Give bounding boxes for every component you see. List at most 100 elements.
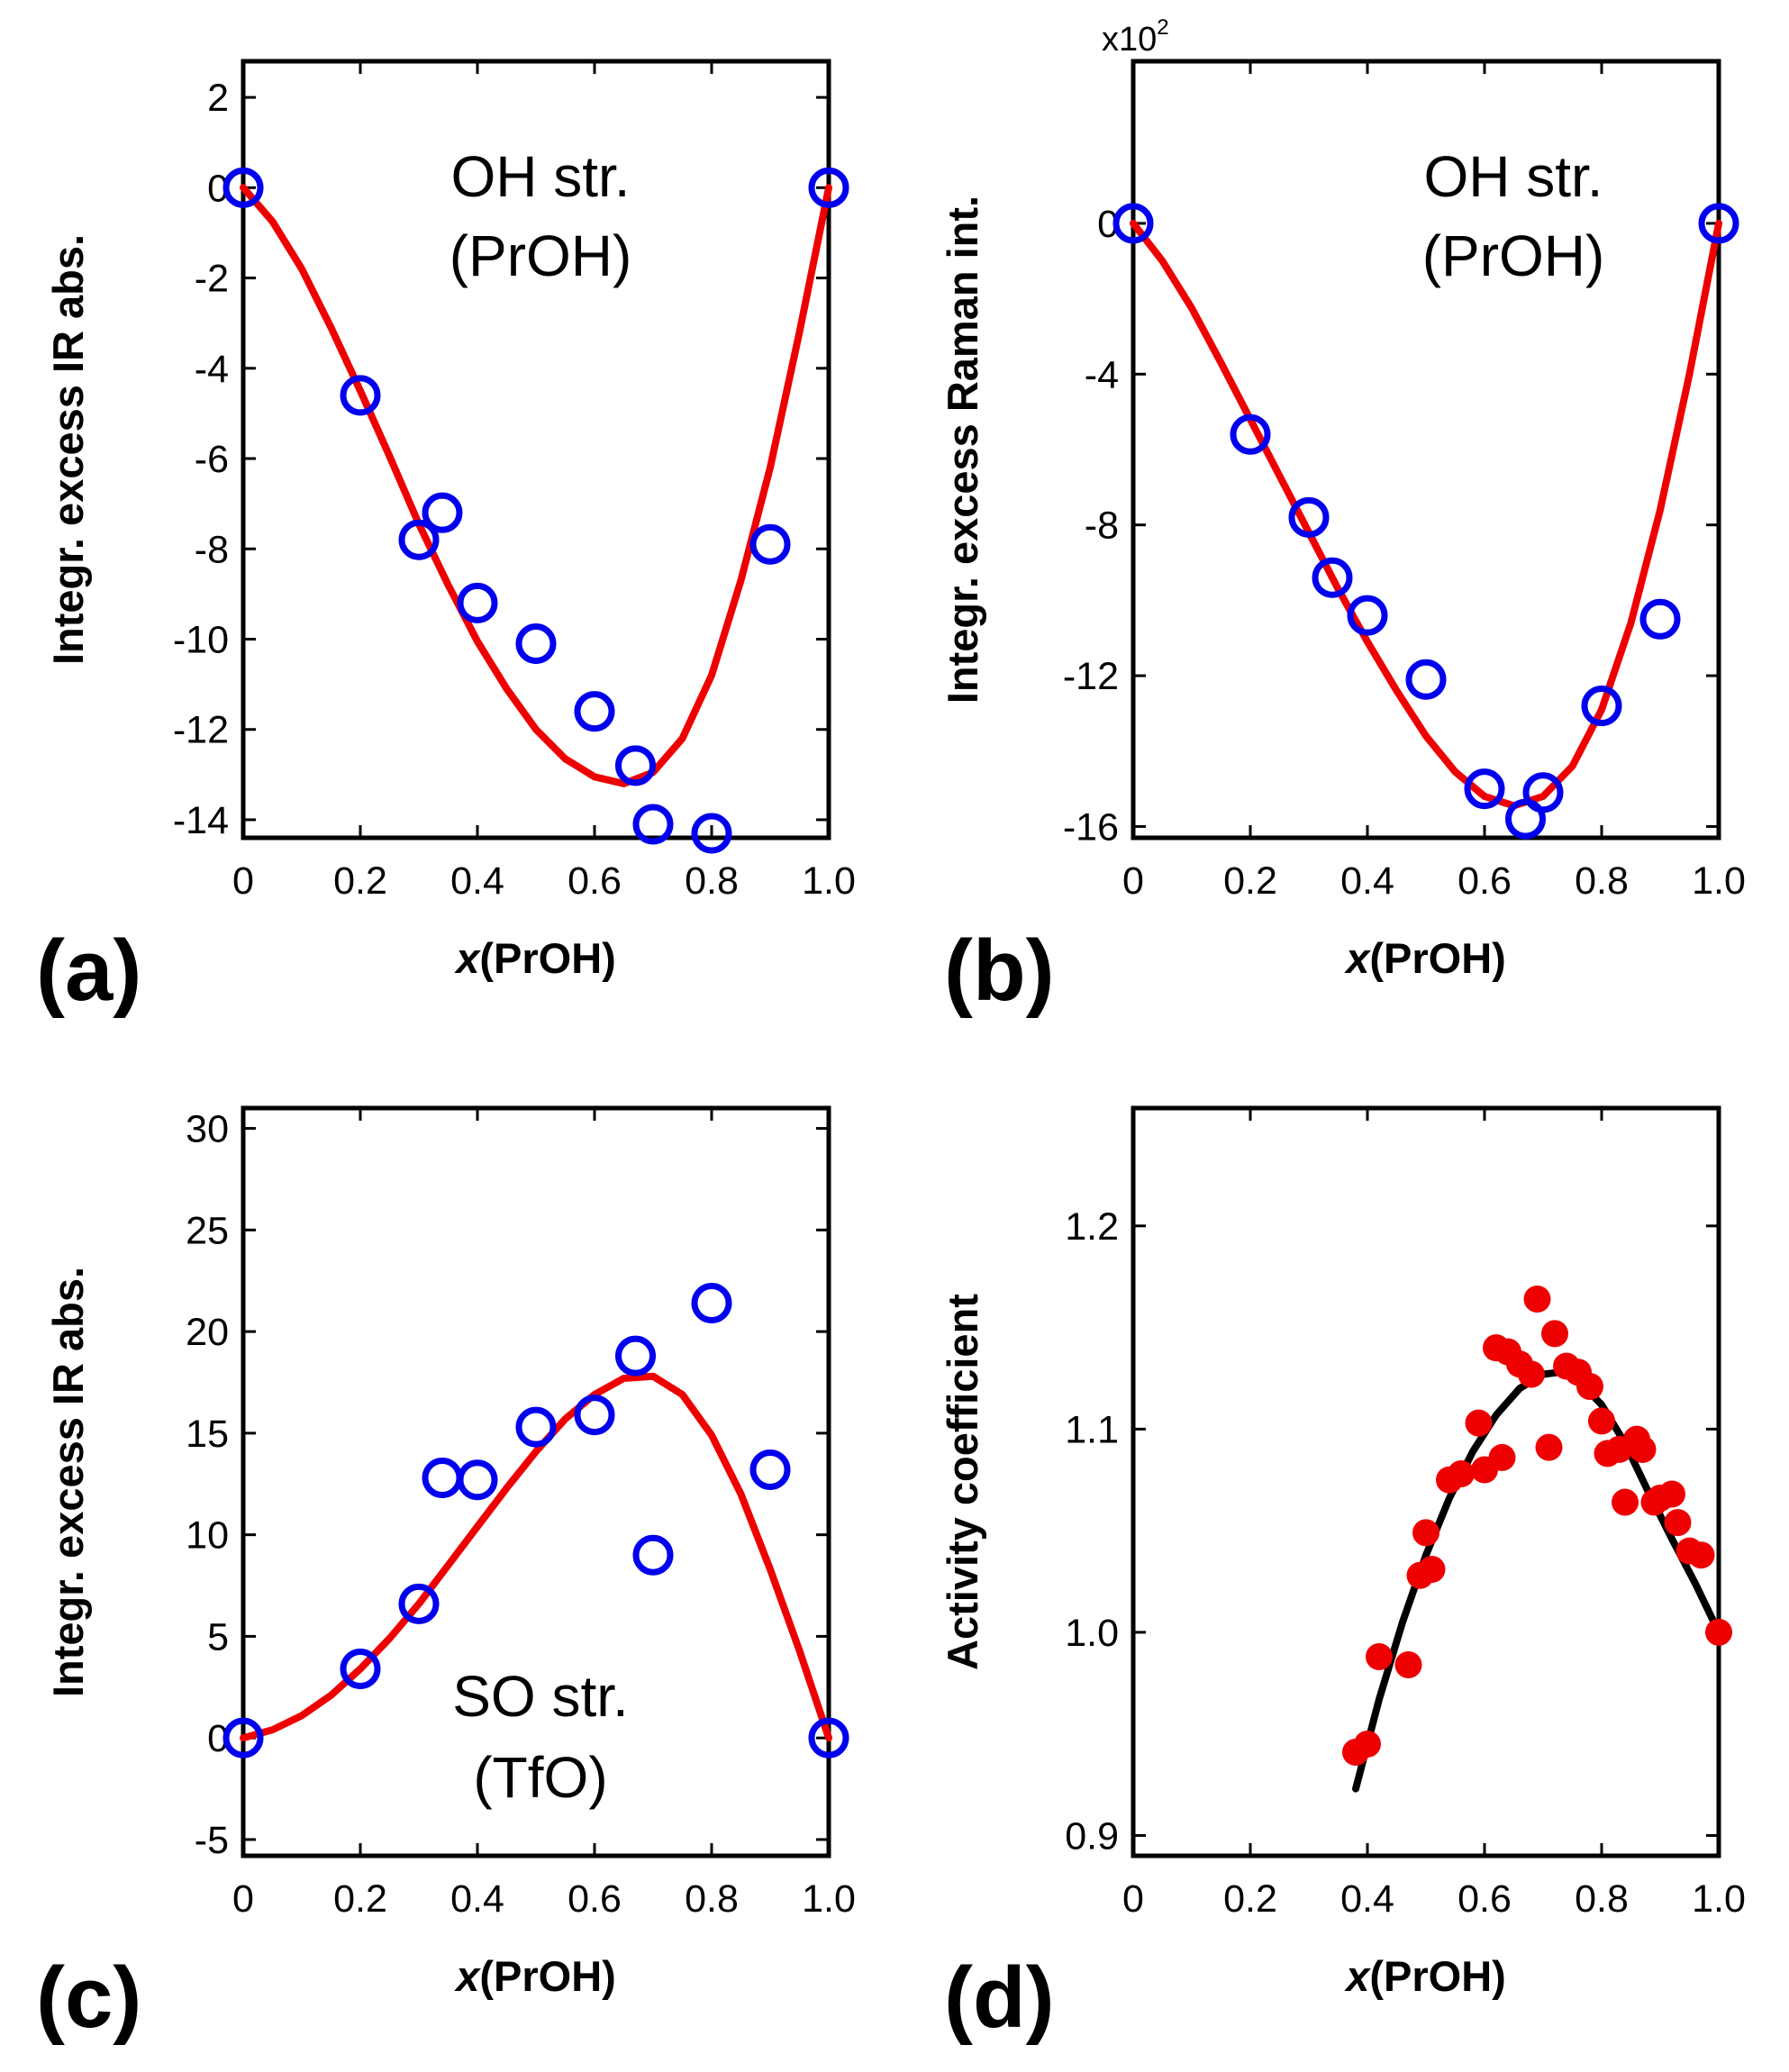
y-axis-label: Integr. excess IR abs. bbox=[44, 234, 92, 665]
x-tick-label: 0.8 bbox=[685, 859, 739, 903]
panel-d: 0 0.2 0.4 0.6 0.8 1.0 1.2 1.1 1.0 0.9 Activity coe… bbox=[939, 1105, 1746, 2046]
fit-curve bbox=[240, 1372, 832, 1742]
y-scale-prefix: x10 bbox=[1102, 21, 1157, 59]
y-axis-label: Integr. excess IR abs. bbox=[44, 1267, 92, 1697]
data-point bbox=[422, 492, 463, 533]
y-tick-label: 5 bbox=[207, 1615, 229, 1659]
data-point bbox=[1394, 1650, 1422, 1678]
annotation-line: (PrOH) bbox=[1422, 223, 1605, 288]
y-axis-label: Integr. excess Raman int. bbox=[939, 195, 986, 704]
data-point bbox=[398, 1583, 440, 1624]
fit-curve bbox=[240, 184, 832, 787]
panel-tag: (d) bbox=[944, 1949, 1055, 2046]
data-point bbox=[1581, 686, 1622, 727]
data-point bbox=[808, 167, 849, 208]
data-point bbox=[1612, 1488, 1639, 1516]
data-point bbox=[749, 523, 791, 565]
x-tick-label: 1.0 bbox=[1692, 859, 1746, 903]
y-tick-label: -5 bbox=[195, 1819, 229, 1862]
y-tick-label: -8 bbox=[1085, 504, 1119, 548]
x-axis-label-text: (PrOH) bbox=[479, 1952, 615, 2000]
x-tick-label: 0.4 bbox=[1340, 1877, 1394, 1921]
x-tick-label: 0 bbox=[232, 1877, 254, 1921]
data-point bbox=[1664, 1509, 1692, 1537]
data-point bbox=[222, 1717, 264, 1758]
x-tick-label: 1.0 bbox=[1692, 1877, 1746, 1921]
x-tick-label: 0.2 bbox=[333, 1877, 387, 1921]
data-point bbox=[691, 1283, 732, 1324]
x-axis-label-text: (PrOH) bbox=[479, 934, 615, 982]
annotation-line: (PrOH) bbox=[450, 223, 632, 288]
x-axis-label-variable: x bbox=[453, 934, 481, 982]
data-point bbox=[1412, 1519, 1439, 1547]
x-tick-label: 0.2 bbox=[1223, 1877, 1277, 1921]
data-point bbox=[1418, 1555, 1446, 1583]
data-point bbox=[615, 745, 656, 786]
y-tick-label: 0 bbox=[1097, 203, 1119, 246]
plot-frame bbox=[1131, 59, 1721, 841]
y-tick-label: -4 bbox=[195, 348, 229, 391]
x-tick-label: 0 bbox=[1122, 1877, 1144, 1921]
data-point bbox=[1523, 1286, 1551, 1313]
data-point bbox=[1366, 1642, 1393, 1670]
annotation-line: SO str. bbox=[452, 1664, 629, 1729]
data-point bbox=[340, 375, 381, 416]
y-tick-label: -14 bbox=[173, 799, 229, 842]
plot-frame bbox=[1131, 1105, 1721, 1858]
x-axis-label: x(PrOH) bbox=[453, 934, 616, 982]
data-point bbox=[574, 1395, 615, 1436]
x-axis-label-variable: x bbox=[453, 1952, 481, 2000]
x-axis-label: x(PrOH) bbox=[1343, 934, 1506, 982]
y-tick-label: -16 bbox=[1063, 805, 1119, 849]
data-point bbox=[457, 1459, 498, 1501]
x-tick-label: 0.6 bbox=[568, 1877, 622, 1921]
x-tick-label: 0.2 bbox=[333, 859, 387, 903]
x-tick-label: 0.4 bbox=[1340, 859, 1394, 903]
x-tick-label: 0.2 bbox=[1223, 859, 1277, 903]
y-tick-label: -2 bbox=[195, 258, 229, 301]
data-point bbox=[1687, 1541, 1715, 1569]
data-point bbox=[1448, 1459, 1475, 1487]
data-point bbox=[1518, 1360, 1545, 1388]
y-tick-label: -12 bbox=[1063, 655, 1119, 698]
x-tick-label: 0.8 bbox=[685, 1877, 739, 1921]
x-axis-label-variable: x bbox=[1343, 934, 1371, 982]
data-point bbox=[1405, 659, 1447, 700]
data-point bbox=[1705, 1618, 1732, 1646]
data-point bbox=[515, 623, 557, 664]
y-tick-label: 25 bbox=[186, 1209, 229, 1252]
y-tick-label: 1.0 bbox=[1065, 1612, 1119, 1655]
y-axis-label: Activity coefficient bbox=[939, 1294, 986, 1670]
y-tick-label: 1.1 bbox=[1065, 1408, 1119, 1451]
data-point bbox=[749, 1449, 791, 1490]
data-point bbox=[1522, 772, 1564, 813]
data-point bbox=[457, 582, 498, 623]
data-point bbox=[515, 1406, 557, 1448]
data-point bbox=[422, 1457, 463, 1498]
data-point bbox=[340, 1649, 381, 1689]
data-point bbox=[574, 691, 615, 732]
panel-tag: (b) bbox=[944, 922, 1055, 1019]
data-point bbox=[615, 1335, 656, 1377]
data-point bbox=[1639, 598, 1681, 640]
y-tick-label: 15 bbox=[186, 1413, 229, 1456]
plot-frame bbox=[241, 59, 831, 841]
fit-curve bbox=[1130, 219, 1722, 810]
annotation-line: OH str. bbox=[1423, 144, 1603, 209]
x-tick-label: 0 bbox=[232, 859, 254, 903]
y-tick-label: 0 bbox=[207, 1717, 229, 1760]
data-point bbox=[1230, 413, 1271, 455]
y-tick-label: 2 bbox=[207, 77, 229, 120]
data-point bbox=[632, 1534, 674, 1576]
y-tick-label: 20 bbox=[186, 1311, 229, 1354]
annotation-line: (TfO) bbox=[473, 1745, 607, 1810]
x-tick-label: 0.6 bbox=[568, 859, 622, 903]
x-tick-label: 0.8 bbox=[1575, 1877, 1629, 1921]
x-tick-label: 0.6 bbox=[1458, 1877, 1512, 1921]
y-tick-label: -12 bbox=[173, 709, 229, 752]
x-tick-label: 0.6 bbox=[1458, 859, 1512, 903]
plot-frame bbox=[241, 1105, 831, 1858]
y-tick-label: -10 bbox=[173, 618, 229, 661]
y-tick-label: 1.2 bbox=[1065, 1205, 1119, 1249]
x-tick-label: 0 bbox=[1122, 859, 1144, 903]
